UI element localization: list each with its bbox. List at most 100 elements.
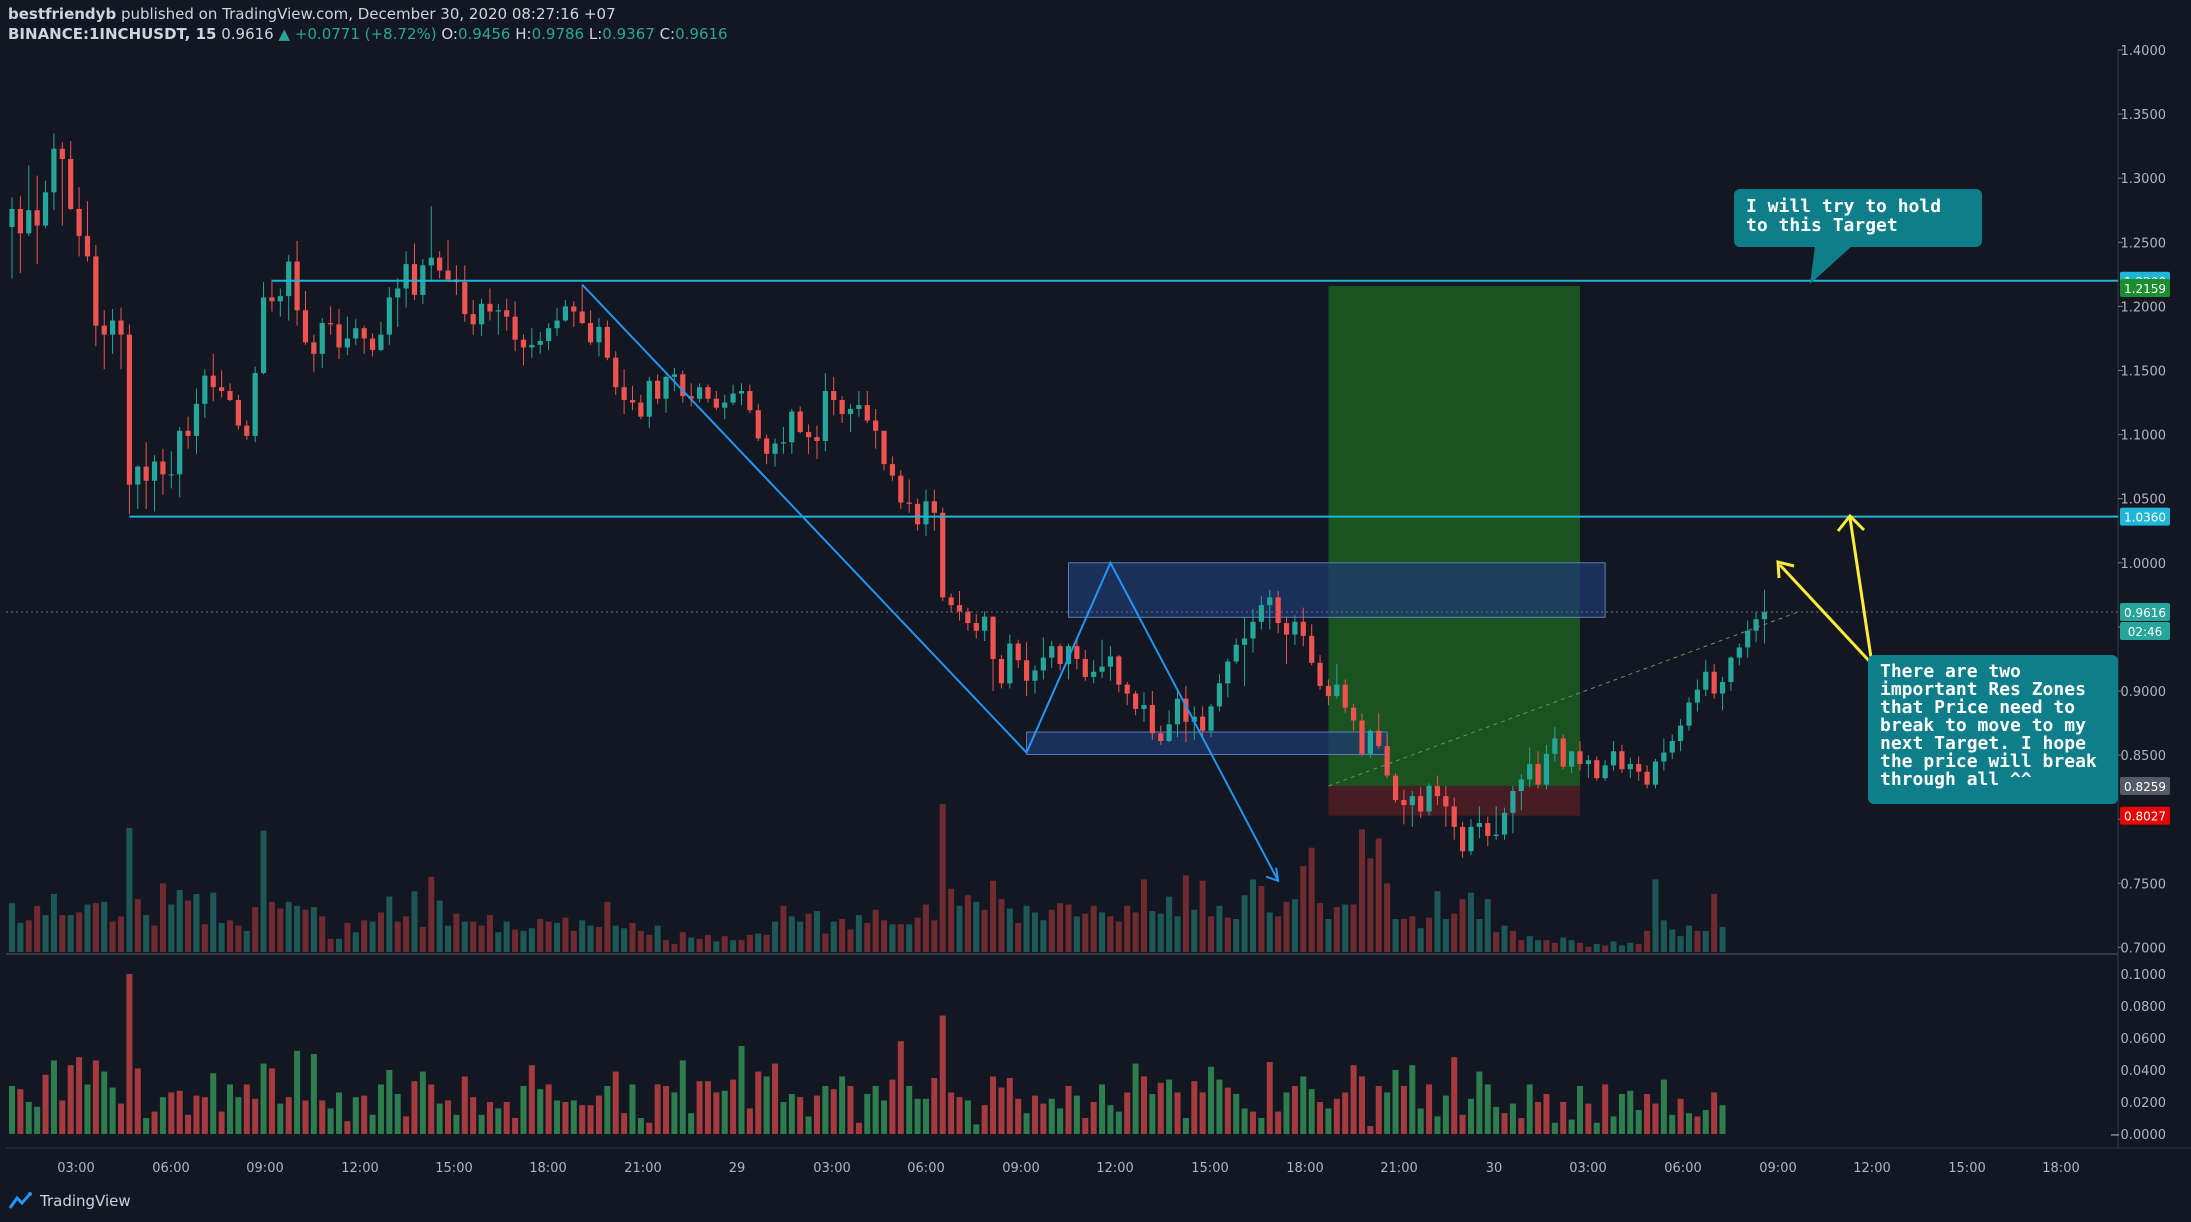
drawings[interactable] [6, 246, 2118, 883]
price-tick-label: 1.1500 [2121, 365, 2167, 380]
volume-bar [1040, 920, 1047, 952]
volume-bar [663, 940, 670, 952]
oscillator-bar [369, 1114, 376, 1134]
volume-bar [1249, 879, 1256, 952]
price-tick-label: 1.3500 [2121, 108, 2167, 123]
oscillator-bar [595, 1095, 602, 1134]
symbol-name[interactable]: BINANCE:1INCHUSDT, 15 [8, 25, 217, 43]
volume-bar [512, 929, 519, 952]
volume-bar [1006, 908, 1013, 952]
oscillator-bar [1669, 1114, 1676, 1134]
oscillator-bar [470, 1097, 477, 1134]
volume-bar [1719, 926, 1726, 952]
candle-body [151, 461, 158, 481]
oscillator-bar [168, 1092, 175, 1134]
oscillator-bar [327, 1108, 334, 1134]
oscillator-bar [503, 1102, 510, 1134]
oscillator-bar [721, 1090, 728, 1134]
time-tick-label: 15:00 [435, 1161, 472, 1176]
candle-body [914, 503, 921, 525]
oscillator-bar [1635, 1110, 1642, 1134]
volume-bar [637, 930, 644, 952]
tradingview-logo[interactable]: TradingView [8, 1192, 131, 1210]
volume-bar [906, 924, 913, 952]
volume-bar [1677, 936, 1684, 952]
candle-body [1200, 716, 1206, 731]
candle-body [998, 658, 1005, 684]
oscillator-bar [1317, 1102, 1324, 1134]
volume-bar [1132, 912, 1139, 952]
candle-body [764, 438, 770, 454]
candle-body [1610, 751, 1617, 766]
candle-body [923, 501, 929, 525]
volume-bar [193, 893, 200, 952]
oscillator-bar [1451, 1057, 1458, 1134]
oscillator-bar [612, 1071, 619, 1134]
candle-body [487, 303, 493, 312]
volume-bar [595, 926, 602, 952]
oscillator-bar [34, 1106, 41, 1134]
oscillator-bar [336, 1092, 343, 1134]
candle-body [1158, 733, 1164, 741]
candle-body [596, 326, 602, 343]
candle-body [529, 344, 535, 348]
oscillator-bar [1677, 1098, 1684, 1134]
candle-body [629, 399, 636, 403]
volume-bar [84, 904, 91, 952]
volume-bar [461, 921, 468, 952]
candle-body [361, 328, 367, 339]
candle-body [1661, 752, 1667, 762]
oscillator-bar [42, 1074, 49, 1134]
volume-bar [1057, 903, 1064, 952]
price-tick-label: 1.1000 [2121, 429, 2167, 444]
candle-body [755, 410, 761, 439]
candle-body [1141, 705, 1147, 709]
oscillator-bar [897, 1041, 904, 1134]
candle-body [143, 466, 149, 481]
oscillator-bar [813, 1095, 820, 1134]
candle-body [135, 466, 141, 485]
low-value: 0.9367 [602, 25, 655, 43]
axes[interactable]: 0.70000.75000.80000.85000.90000.95001.00… [57, 44, 2170, 1176]
candle-body [1258, 605, 1264, 622]
volume-bar [788, 916, 795, 952]
candle-body [336, 324, 342, 348]
oscillator-bar [1191, 1081, 1198, 1134]
candle-body [1627, 764, 1633, 770]
candle-body [403, 264, 409, 289]
target-note[interactable]: I will try to hold to this Target [1734, 189, 1982, 247]
target-note-pointer [1810, 246, 1852, 284]
volume-bar [1669, 929, 1676, 952]
oscillator-bar [1124, 1092, 1131, 1134]
volume-bar [201, 924, 208, 952]
oscillator-bar [847, 1086, 854, 1134]
price-axis-label-bg [2120, 507, 2170, 526]
tradingview-wordmark: TradingView [40, 1192, 131, 1210]
volume-bar [621, 928, 628, 952]
candles[interactable] [9, 133, 1768, 858]
candle-body [554, 320, 560, 329]
candle-body [730, 393, 736, 403]
oscillator-bar [906, 1086, 913, 1134]
oscillator-bar [1174, 1092, 1181, 1134]
volume-bar [478, 925, 485, 952]
oscillator-bar [956, 1097, 963, 1134]
candle-body [646, 380, 652, 417]
candle-body [1602, 765, 1608, 779]
oscillator-bar [394, 1094, 401, 1134]
oscillator-bar [285, 1097, 292, 1134]
author-name[interactable]: bestfriendyb [8, 5, 117, 23]
candle-body [411, 264, 418, 295]
volume-bar [1576, 942, 1583, 952]
volume-bar [495, 932, 502, 952]
volume-bar [939, 804, 946, 952]
candle-body [269, 297, 275, 302]
price-axis-label-bg [2120, 806, 2170, 825]
high-label: H: [515, 25, 532, 43]
oscillator-bar [495, 1108, 502, 1134]
time-tick-label: 06:00 [907, 1161, 944, 1176]
candle-body [1183, 698, 1189, 722]
res-zones-note[interactable]: There are two important Res Zones that P… [1868, 655, 2118, 804]
volume-bar [1283, 901, 1290, 952]
